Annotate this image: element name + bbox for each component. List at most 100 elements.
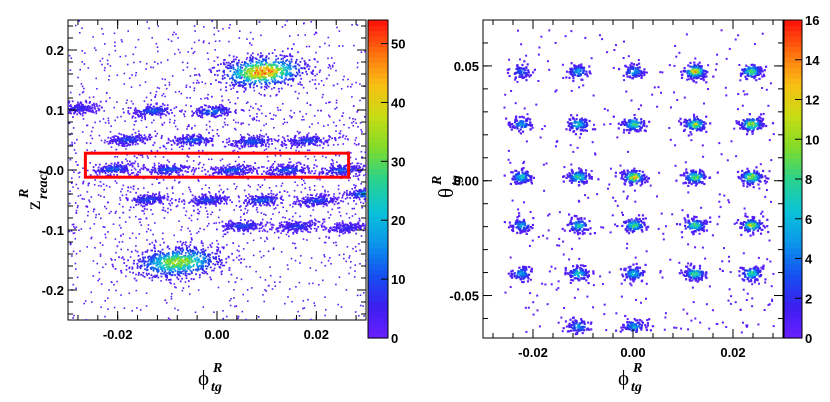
- heatmap-cell: [248, 123, 250, 126]
- heatmap-cell: [264, 78, 267, 81]
- heatmap-cell: [128, 174, 130, 176]
- heatmap-cell: [293, 65, 296, 68]
- heatmap-cell: [192, 265, 195, 267]
- heatmap-cell: [157, 112, 160, 114]
- heatmap-cell: [113, 32, 116, 35]
- heatmap-cell: [133, 61, 135, 64]
- heatmap-cell: [108, 75, 111, 77]
- heatmap-cell: [85, 205, 87, 208]
- heatmap-cell: [76, 164, 79, 166]
- heatmap-cell: [145, 112, 148, 114]
- heatmap-cell: [141, 138, 144, 141]
- heatmap-cell: [194, 30, 196, 32]
- heatmap-cell: [163, 255, 165, 258]
- heatmap-cell: [75, 183, 78, 186]
- heatmap-cell: [147, 135, 150, 138]
- heatmap-cell: [187, 250, 189, 253]
- heatmap-cell: [112, 223, 115, 225]
- heatmap-cell: [256, 85, 258, 87]
- heatmap-cell: [118, 203, 121, 205]
- heatmap-cell: [268, 52, 270, 55]
- heatmap-cell: [206, 112, 208, 115]
- heatmap-cell: [235, 56, 238, 59]
- heatmap-cell: [331, 164, 334, 166]
- heatmap-cell: [178, 182, 180, 184]
- heatmap-cell: [189, 269, 192, 272]
- heatmap-cell: [295, 286, 297, 288]
- heatmap-cell: [131, 164, 134, 167]
- heatmap-cell: [162, 273, 164, 275]
- heatmap-cell: [119, 166, 122, 168]
- heatmap-cell: [289, 68, 292, 71]
- heatmap-cell: [190, 237, 193, 239]
- heatmap-cell: [104, 300, 106, 302]
- heatmap-cell: [75, 152, 77, 154]
- heatmap-cell: [162, 252, 164, 254]
- heatmap-cell: [99, 195, 102, 197]
- heatmap-cell: [115, 182, 118, 184]
- heatmap-cell: [239, 147, 241, 150]
- heatmap-cell: [206, 210, 208, 212]
- heatmap-cell: [94, 149, 96, 152]
- heatmap-cell: [217, 106, 219, 109]
- heatmap-cell: [135, 273, 137, 276]
- heatmap-cell: [291, 300, 293, 303]
- heatmap-cell: [304, 141, 307, 143]
- heatmap-cell: [101, 170, 103, 172]
- heatmap-cell: [234, 140, 237, 142]
- heatmap-cell: [172, 263, 175, 265]
- heatmap-cell: [331, 137, 333, 140]
- heatmap-cell: [217, 134, 220, 137]
- heatmap-cell: [198, 259, 201, 261]
- heatmap-cell: [137, 173, 139, 176]
- heatmap-cell: [159, 252, 162, 255]
- heatmap-cell: [200, 249, 203, 251]
- heatmap-cell: [207, 170, 209, 173]
- heatmap-cell: [229, 173, 231, 176]
- heatmap-cell: [314, 79, 317, 81]
- heatmap-cell: [188, 285, 190, 288]
- heatmap-cell: [335, 130, 337, 132]
- heatmap-cell: [284, 144, 287, 146]
- heatmap-cell: [254, 145, 257, 148]
- heatmap-cell: [163, 217, 166, 219]
- heatmap-cell: [170, 109, 172, 111]
- heatmap-cell: [135, 113, 137, 115]
- heatmap-cell: [158, 110, 161, 112]
- heatmap-cell: [196, 232, 198, 234]
- heatmap-cell: [172, 165, 175, 168]
- heatmap-cell: [88, 201, 91, 203]
- heatmap-cell: [276, 71, 278, 74]
- heatmap-cell: [287, 170, 290, 172]
- heatmap-cell: [142, 167, 145, 169]
- heatmap-cell: [290, 84, 293, 87]
- heatmap-cell: [319, 69, 322, 72]
- heatmap-cell: [239, 65, 242, 68]
- heatmap-cell: [183, 141, 185, 143]
- heatmap-cell: [176, 273, 179, 276]
- heatmap-cell: [324, 314, 326, 317]
- heatmap-cell: [73, 112, 76, 115]
- heatmap-cell: [125, 166, 128, 169]
- heatmap-cell: [279, 276, 282, 278]
- heatmap-cell: [253, 168, 255, 170]
- heatmap-cell: [120, 227, 122, 229]
- heatmap-cell: [186, 62, 189, 64]
- heatmap-cell: [135, 141, 137, 144]
- heatmap-cell: [161, 169, 164, 172]
- heatmap-cell: [178, 220, 180, 222]
- heatmap-cell: [191, 259, 194, 262]
- heatmap-cell: [149, 137, 151, 139]
- heatmap-cell: [228, 165, 231, 168]
- heatmap-cell: [306, 193, 309, 196]
- heatmap-cell: [256, 116, 258, 118]
- heatmap-cell: [164, 169, 167, 171]
- heatmap-cell: [137, 188, 139, 190]
- heatmap-cell: [237, 84, 240, 87]
- heatmap-cell: [196, 109, 199, 112]
- heatmap-cell: [290, 58, 293, 61]
- heatmap-cell: [81, 27, 83, 29]
- heatmap-cell: [258, 135, 261, 138]
- heatmap-cell: [78, 108, 81, 111]
- heatmap-cell: [170, 282, 172, 285]
